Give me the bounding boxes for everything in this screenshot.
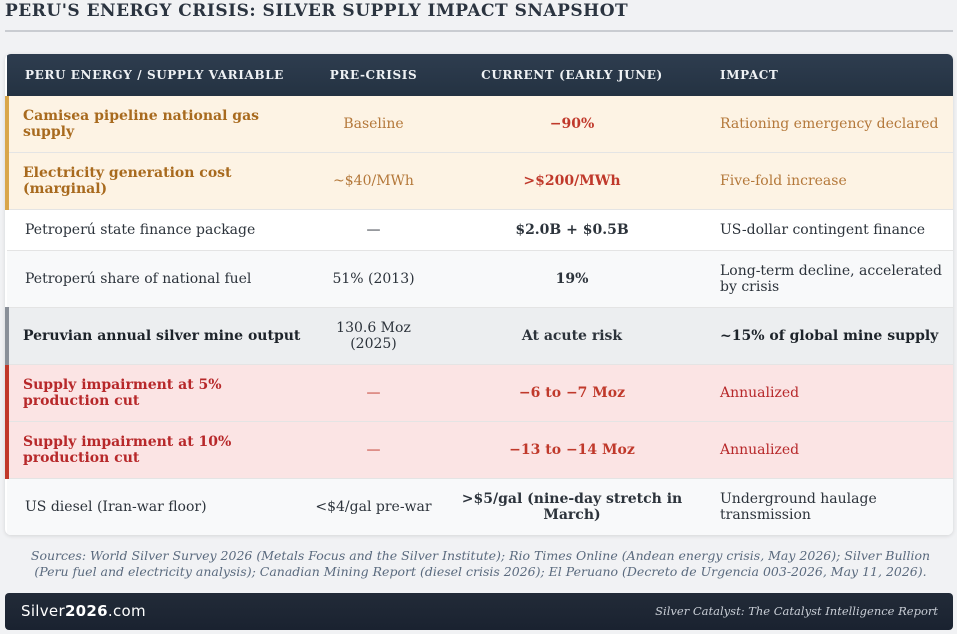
impact-cell: Annualized [708,421,953,479]
current-cell: >$200/MWh [436,152,708,210]
impact-cell: US-dollar contingent finance [708,209,953,251]
impact-cell: Annualized [708,364,953,422]
variable-cell: Petroperú share of national fuel [7,250,311,308]
column-header-pre-crisis: PRE-CRISIS [311,54,436,96]
impact-cell: ~15% of global mine supply [708,307,953,365]
table-row: Petroperú share of national fuel 51% (20… [7,250,953,308]
brand-logo[interactable]: Silver2026.com [21,602,146,620]
current-cell: −90% [436,96,708,153]
variable-cell: Petroperú state finance package [7,209,311,251]
impact-cell: Long-term decline, accelerated by crisis [708,250,953,308]
current-cell: >$5/gal (nine-day stretch in March) [436,478,708,535]
table-row: US diesel (Iran-war floor) <$4/gal pre-w… [7,478,953,535]
title-divider [5,30,953,32]
brand-suffix: .com [107,602,146,620]
pre-crisis-cell: — [311,364,436,422]
variable-cell: Electricity generation cost (marginal) [5,152,311,210]
footer-bar: Silver2026.com Silver Catalyst: The Cata… [5,593,953,630]
impact-table: PERU ENERGY / SUPPLY VARIABLE PRE-CRISIS… [5,54,953,535]
pre-crisis-cell: — [311,421,436,479]
table-row: Petroperú state finance package — $2.0B … [7,209,953,251]
sources-note: Sources: World Silver Survey 2026 (Metal… [30,548,931,579]
current-cell: At acute risk [436,307,708,365]
table-row: Electricity generation cost (marginal) ~… [5,152,953,210]
table-row: Camisea pipeline national gas supply Bas… [5,96,953,153]
brand-year: 2026 [64,602,108,620]
pre-crisis-cell: — [311,209,436,251]
page-title: PERU'S ENERGY CRISIS: SILVER SUPPLY IMPA… [5,1,629,21]
current-cell: $2.0B + $0.5B [436,209,708,251]
pre-crisis-cell: 130.6 Moz (2025) [311,307,436,365]
impact-cell: Underground haulage transmission [708,478,953,535]
table-row: Supply impairment at 10% production cut … [5,421,953,479]
pre-crisis-cell: Baseline [311,96,436,153]
table-row: Supply impairment at 5% production cut —… [5,364,953,422]
variable-cell: Camisea pipeline national gas supply [5,96,311,153]
pre-crisis-cell: ~$40/MWh [311,152,436,210]
variable-cell: Peruvian annual silver mine output [5,307,311,365]
variable-cell: US diesel (Iran-war floor) [7,478,311,535]
pre-crisis-cell: 51% (2013) [311,250,436,308]
impact-cell: Five-fold increase [708,152,953,210]
current-cell: −13 to −14 Moz [436,421,708,479]
pre-crisis-cell: <$4/gal pre-war [311,478,436,535]
column-header-current: CURRENT (EARLY JUNE) [436,54,708,96]
table-header-row: PERU ENERGY / SUPPLY VARIABLE PRE-CRISIS… [7,54,953,96]
column-header-impact: IMPACT [708,54,953,96]
impact-cell: Rationing emergency declared [708,96,953,153]
variable-cell: Supply impairment at 10% production cut [5,421,311,479]
table-row: Peruvian annual silver mine output 130.6… [5,307,953,365]
current-cell: 19% [436,250,708,308]
current-cell: −6 to −7 Moz [436,364,708,422]
brand-prefix: Silver [21,602,65,620]
variable-cell: Supply impairment at 5% production cut [5,364,311,422]
impact-table-card: PERU ENERGY / SUPPLY VARIABLE PRE-CRISIS… [5,54,953,535]
report-tagline: Silver Catalyst: The Catalyst Intelligen… [655,604,938,618]
column-header-variable: PERU ENERGY / SUPPLY VARIABLE [7,54,311,96]
